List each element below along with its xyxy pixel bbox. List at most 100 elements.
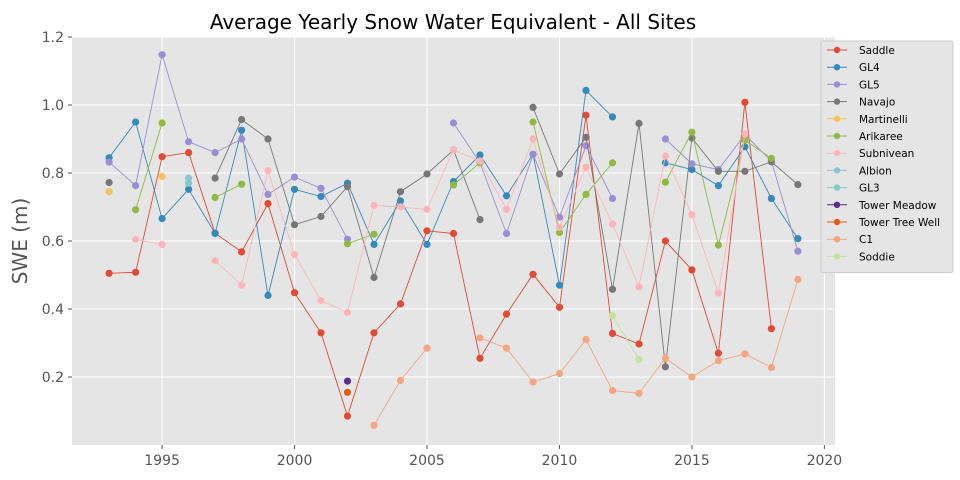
data-point — [608, 387, 617, 395]
data-point — [238, 180, 246, 188]
data-point — [185, 185, 193, 193]
data-point — [370, 329, 378, 337]
data-point — [767, 363, 776, 372]
series-line — [532, 121, 613, 234]
data-point — [608, 220, 617, 228]
data-point — [794, 181, 802, 189]
data-point — [582, 190, 590, 198]
data-point — [714, 167, 723, 175]
data-point — [608, 312, 617, 320]
data-point — [741, 350, 749, 358]
data-point — [396, 188, 405, 196]
legend-swatch-marker — [833, 98, 841, 105]
series-navajo — [105, 103, 802, 371]
legend-item: GL4 — [827, 62, 880, 74]
series-subnivean — [132, 130, 749, 316]
data-point — [370, 230, 378, 238]
data-point — [661, 363, 670, 371]
legend-label: Soddie — [859, 251, 895, 263]
data-point — [714, 357, 723, 365]
data-point — [132, 182, 140, 190]
data-point — [529, 135, 537, 143]
data-point — [264, 200, 272, 208]
data-point — [555, 213, 564, 221]
data-point — [317, 212, 325, 221]
legend-item: GL3 — [827, 183, 880, 195]
series-martinelli — [105, 172, 166, 196]
data-point — [714, 289, 723, 297]
y-tick-label: 1.0 — [42, 98, 64, 114]
data-point — [290, 173, 299, 181]
data-point — [635, 355, 643, 363]
legend-swatch-marker — [833, 132, 841, 140]
data-point — [158, 172, 166, 180]
data-point — [343, 308, 352, 316]
series-line — [612, 315, 640, 360]
data-point — [185, 179, 193, 187]
data-point — [502, 205, 511, 213]
series-line — [665, 145, 799, 239]
legend-label: GL4 — [859, 62, 880, 74]
data-point — [741, 167, 749, 175]
data-point — [661, 152, 670, 160]
data-point — [476, 216, 484, 224]
legend-item: Navajo — [827, 97, 895, 109]
legend-item: Tower Tree Well — [827, 217, 940, 229]
legend-box — [820, 40, 954, 274]
legend-label: Albion — [859, 165, 892, 177]
data-point — [158, 215, 166, 223]
data-point — [396, 203, 405, 211]
data-point — [608, 159, 617, 167]
data-point — [290, 221, 299, 229]
legend-label: Arikaree — [859, 131, 903, 143]
legend: Saddle GL4 GL5 Navajo Martinelli Arikaree Subn… — [820, 40, 954, 274]
data-point — [688, 373, 696, 381]
data-point — [661, 354, 670, 362]
series-line — [214, 183, 242, 198]
data-point — [211, 149, 219, 157]
data-point — [529, 103, 537, 111]
data-point — [767, 154, 776, 162]
data-point — [343, 412, 352, 420]
series-arikaree — [132, 118, 776, 249]
data-point — [714, 349, 723, 357]
data-point — [661, 178, 670, 186]
legend-item: Tower Meadow — [827, 200, 937, 212]
data-point — [635, 389, 643, 397]
legend-label: Martinelli — [859, 114, 908, 126]
data-point — [529, 150, 537, 158]
y-axis-label: SWE (m) — [8, 198, 32, 285]
legend-label: GL5 — [859, 79, 880, 91]
data-point — [449, 229, 458, 238]
data-point — [449, 146, 458, 154]
legend-swatch-marker — [833, 184, 841, 191]
data-point — [502, 229, 511, 238]
data-point — [343, 240, 352, 248]
legend-swatch-marker — [833, 253, 841, 260]
data-point — [238, 135, 246, 143]
data-point — [370, 240, 378, 248]
data-point — [555, 370, 564, 378]
data-point — [105, 178, 113, 187]
data-point — [185, 149, 193, 157]
legend-swatch-marker — [833, 167, 841, 174]
data-point — [741, 98, 749, 106]
series-line — [665, 133, 799, 252]
data-point — [555, 281, 564, 289]
data-point — [661, 159, 670, 167]
data-point — [688, 266, 696, 274]
data-point — [555, 170, 564, 178]
legend-item: C1 — [827, 234, 873, 246]
y-tick-label: 0.8 — [42, 166, 64, 182]
legend-item: Soddie — [827, 251, 895, 263]
data-point — [264, 167, 272, 175]
series-line — [453, 162, 481, 186]
data-point — [105, 269, 113, 277]
data-point — [185, 138, 193, 146]
data-point — [290, 289, 299, 297]
y-tick-label: 1.2 — [42, 30, 64, 46]
legend-swatch-marker — [833, 218, 841, 226]
legend-item: Martinelli — [827, 114, 908, 126]
data-point — [343, 377, 352, 385]
data-point — [502, 310, 511, 318]
